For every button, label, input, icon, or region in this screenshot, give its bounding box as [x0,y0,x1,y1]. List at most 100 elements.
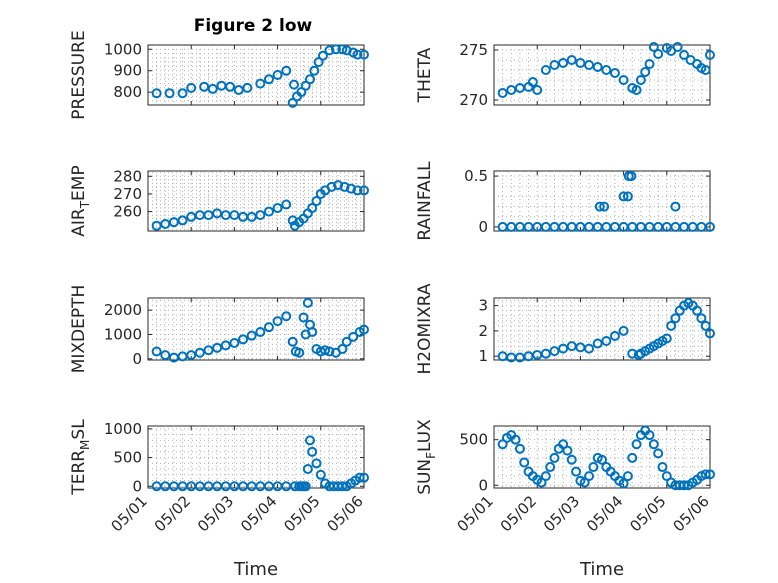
data-point [242,82,253,93]
data-point [679,50,690,60]
data-point [212,342,223,353]
data-point [705,221,715,232]
data-point [514,443,525,454]
x-tick-label: 05/06 [324,492,367,535]
x-axis-label: Time [233,559,278,580]
data-point [311,458,322,469]
data-point [324,45,335,56]
data-point [337,44,348,55]
data-point [238,334,249,345]
panel-h2omixra: 1 2 3 H2OMIXRA [415,283,715,375]
data-point [666,320,677,331]
data-point [341,336,352,347]
data-point [549,60,560,70]
y-tick-label: 1000 [104,420,142,438]
x-tick-label: 05/01 [454,492,497,535]
data-point [670,201,681,212]
data-point [315,469,326,480]
data-point [359,324,369,335]
data-point [186,350,197,361]
data-point [151,88,162,99]
data-point [359,49,369,60]
data-point [540,471,551,482]
data-point [281,65,292,76]
data-point [272,70,283,80]
data-point [177,215,188,226]
data-point [337,481,348,492]
data-point [359,472,369,483]
y-tick-label: 0.5 [464,167,488,185]
data-point [601,65,612,75]
data-point [203,345,214,356]
data-point [272,316,283,327]
axes-box [493,170,711,232]
y-axis-label: TERRMSL [69,419,92,496]
y-axis-label: SUNFLUX [415,419,438,495]
y-tick-label: 0 [478,476,488,494]
panel-pressure: 800 900 1000 PRESSURE [69,30,369,120]
data-point [324,346,335,357]
data-point [307,446,318,457]
data-point [532,85,543,95]
data-point [599,201,610,212]
data-point [631,439,642,450]
data-point [309,65,320,76]
panel-mixdepth: 0 1000 2000 MIXDEPTH [69,285,369,374]
x-tick-label: 05/01 [108,492,151,535]
data-point [352,185,363,196]
x-tick-label: 05/02 [497,492,540,535]
axes-box [147,425,365,489]
data-point [346,183,357,194]
data-point [333,180,344,191]
data-point [648,439,659,450]
y-tick-label: 900 [113,62,142,80]
data-point [648,42,659,52]
data-point [160,350,171,361]
data-point [549,452,560,463]
data-point [255,327,266,338]
data-point [300,481,311,492]
y-tick-label: 800 [113,83,142,101]
data-point [618,478,629,489]
y-axis-label: AIRTEMP [69,165,92,236]
data-point [506,85,517,95]
data-point [281,311,292,322]
data-point [657,462,668,473]
data-point [326,181,337,192]
data-point [562,445,573,456]
panel-theta: 270 275 THETA [415,41,715,109]
data-point [352,49,363,60]
y-axis-label: THETA [415,47,435,103]
y-tick-label: 270 [113,185,142,203]
data-point [627,452,638,463]
data-point [592,62,603,72]
data-point [233,85,244,95]
data-point [263,322,274,333]
x-tick-label: 05/02 [151,492,194,535]
data-point [281,199,292,210]
data-point [584,343,595,354]
data-point [635,75,646,85]
data-point [305,74,315,85]
x-tick-label: 05/05 [280,492,323,535]
data-point [661,333,672,344]
data-point [644,59,655,69]
data-point [597,454,607,465]
data-point [700,320,711,331]
data-point [287,336,298,347]
x-tick-label: 05/03 [540,492,583,535]
data-point [294,347,305,358]
data-point [305,435,315,446]
data-point [220,340,231,351]
data-point [588,462,599,473]
data-point [631,85,642,95]
x-tick-label: 05/05 [626,492,669,535]
data-point [592,338,603,349]
y-axis-label: MIXDEPTH [69,285,89,374]
data-point [246,330,257,341]
data-point [626,171,637,182]
data-point [339,181,350,192]
panel-sun-flux: 0 500 05/01 05/02 05/03 05/04 05/05 05/06 Time SU… [415,419,715,580]
